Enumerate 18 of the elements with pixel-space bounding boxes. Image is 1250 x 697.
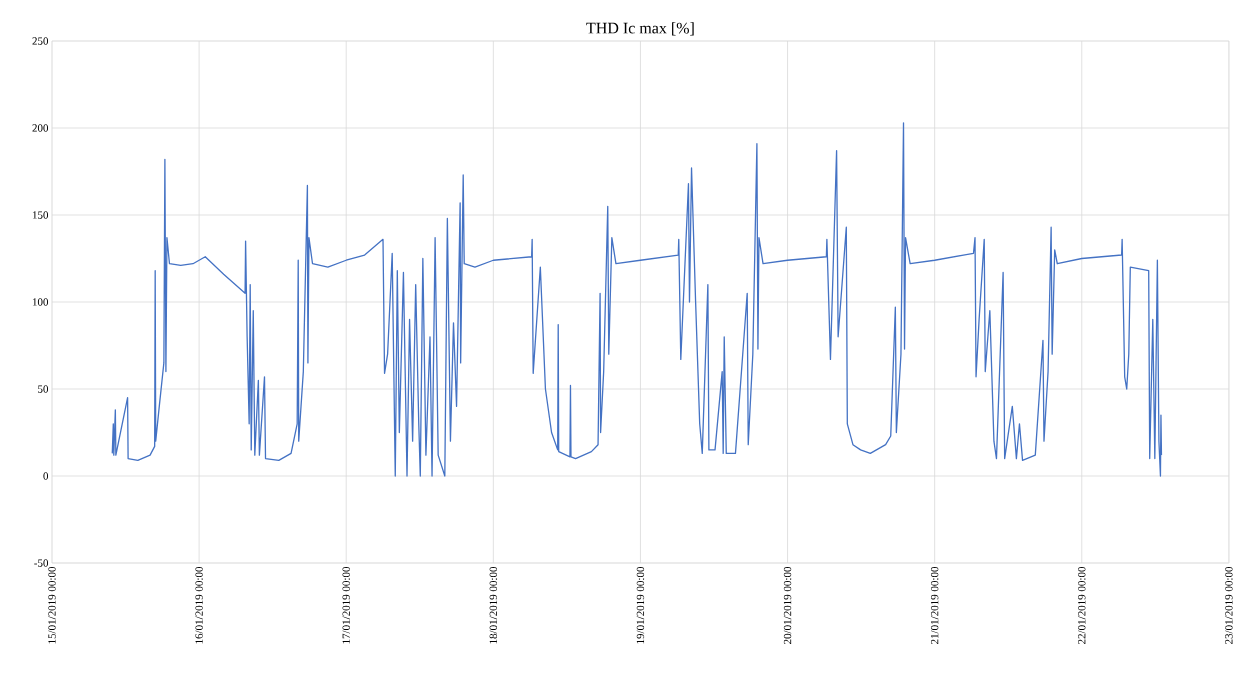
- y-tick-label: 250: [32, 37, 49, 45]
- y-tick-label: 150: [32, 211, 49, 219]
- y-tick-label: 50: [38, 385, 49, 393]
- x-tick-label: 22/01/2019 00:00: [1078, 566, 1086, 644]
- x-tick-label: 17/01/2019 00:00: [342, 566, 350, 644]
- y-tick-label: 200: [32, 124, 49, 132]
- chart-title: THD Ic max [%]: [586, 22, 694, 36]
- x-tick-label: 20/01/2019 00:00: [783, 566, 792, 644]
- y-tick-label: 0: [43, 472, 49, 480]
- y-tick-label: 100: [32, 298, 49, 306]
- x-tick-label: 21/01/2019 00:00: [930, 566, 939, 644]
- x-tick-label: 15/01/2019 00:00: [48, 566, 56, 644]
- x-tick-label: 23/01/2019 00:00: [1225, 566, 1233, 644]
- x-tick-label: 16/01/2019 00:00: [195, 566, 203, 644]
- y-tick-label: -50: [34, 559, 49, 567]
- x-tick-label: 19/01/2019 00:00: [636, 566, 645, 644]
- x-tick-label: 18/01/2019 00:00: [489, 566, 498, 644]
- line-series: [111, 122, 1163, 477]
